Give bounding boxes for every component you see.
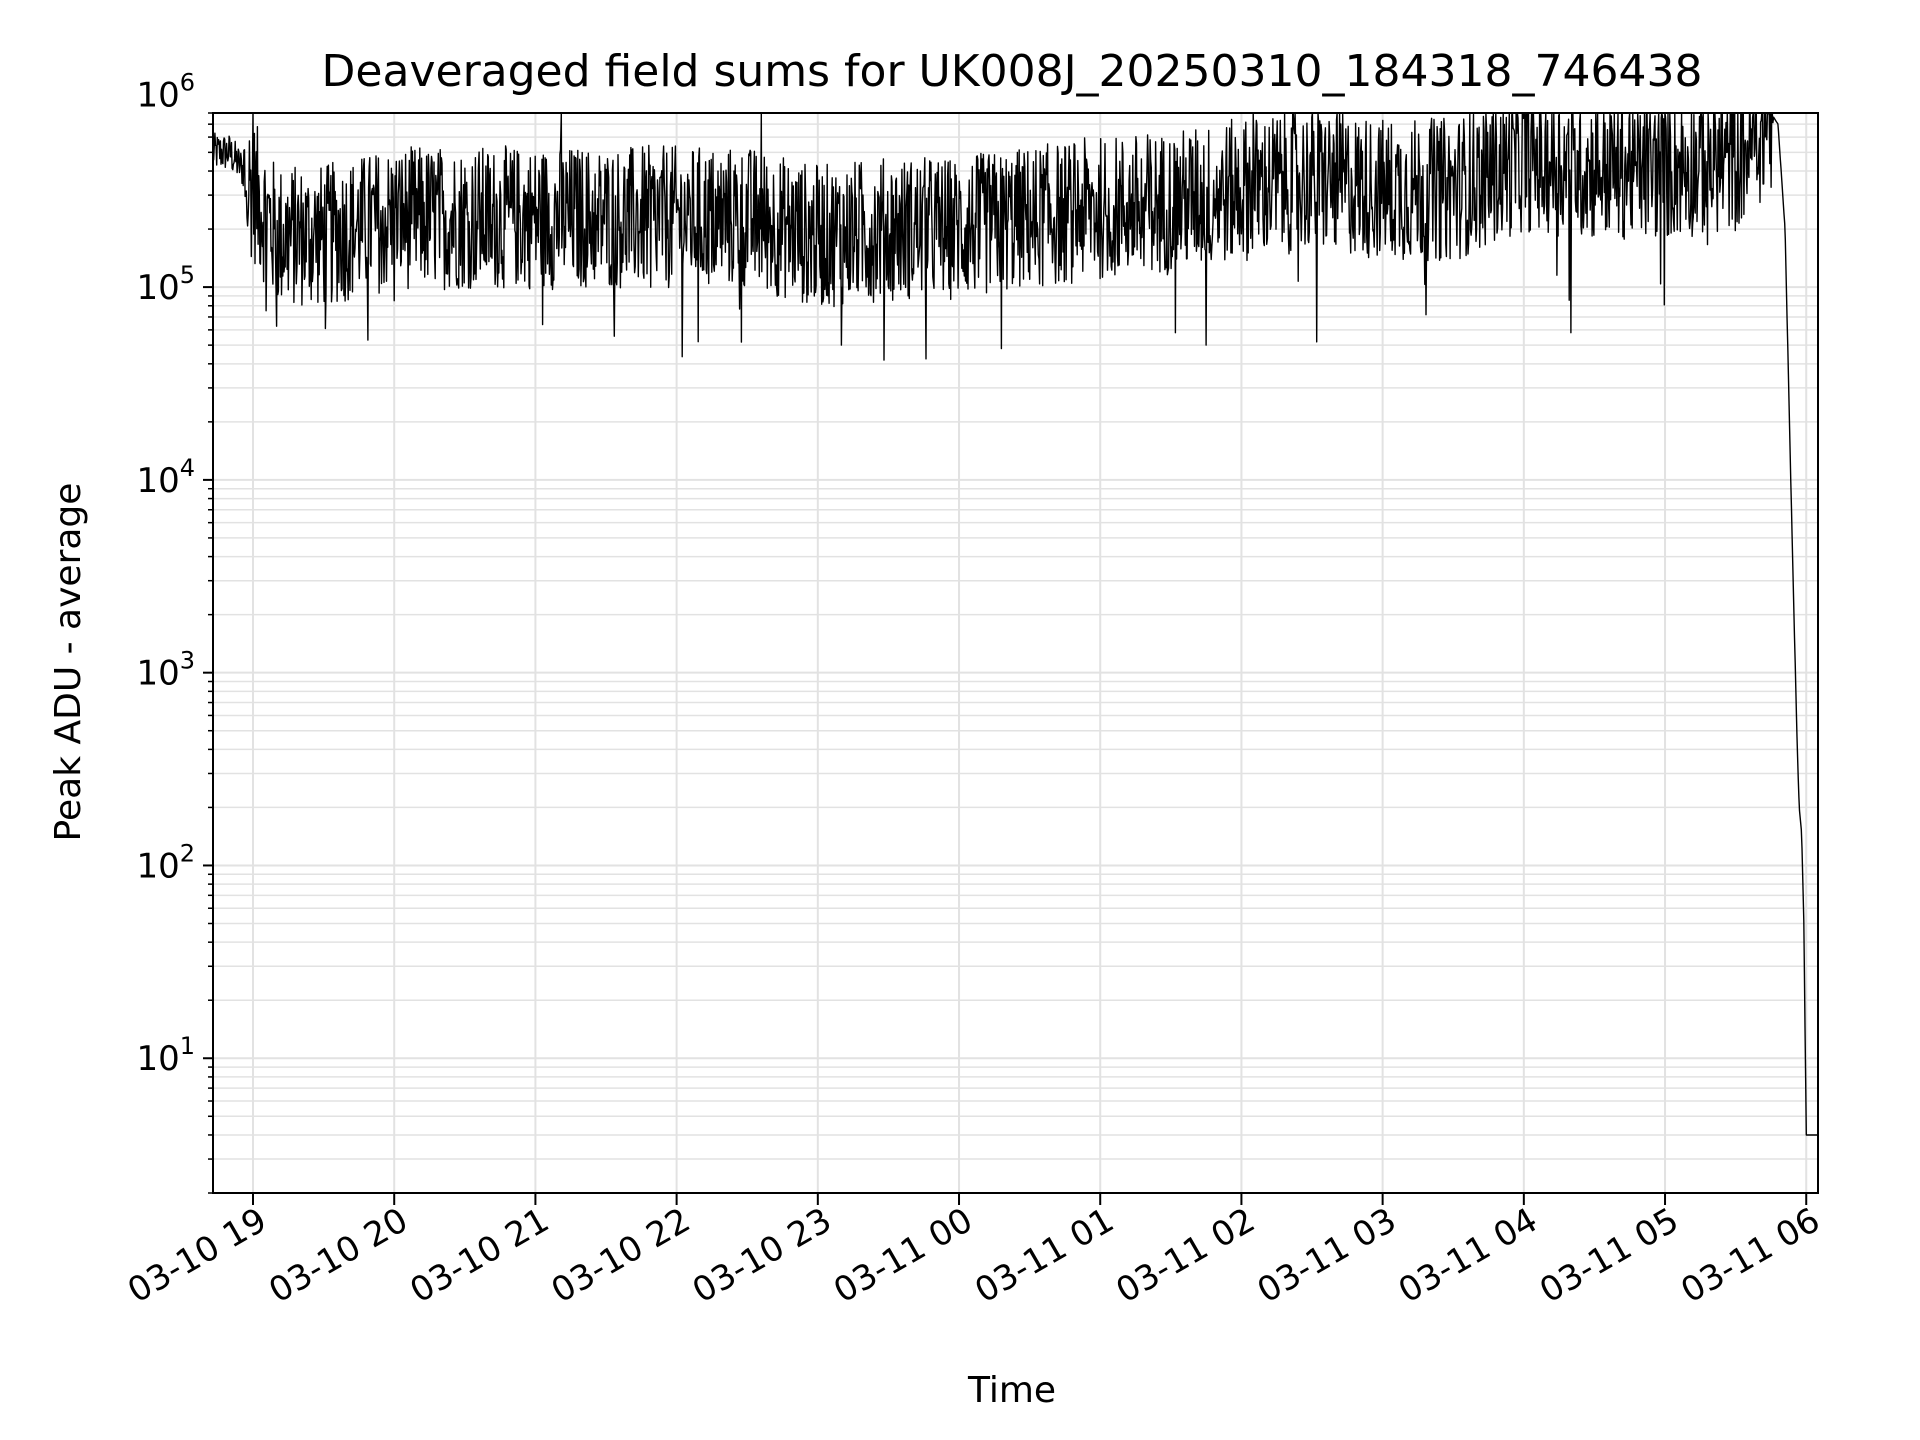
y-tick-label: 102	[136, 839, 195, 886]
y-tick-label: 105	[136, 261, 195, 308]
data-line-group	[212, 112, 1819, 1136]
y-tick-label: 103	[136, 647, 195, 694]
y-axis-label: Peak ADU - average	[48, 483, 89, 842]
plot-frame	[212, 112, 1819, 1194]
chart-title: Deaveraged field sums for UK008J_2025031…	[322, 46, 1703, 97]
data-series-line	[212, 112, 1819, 1136]
grid	[213, 112, 1818, 1194]
y-tick-label: 104	[136, 454, 195, 501]
x-axis-label: Time	[967, 1370, 1056, 1411]
y-tick-label: 106	[136, 68, 195, 115]
y-tick-label: 101	[136, 1032, 195, 1079]
